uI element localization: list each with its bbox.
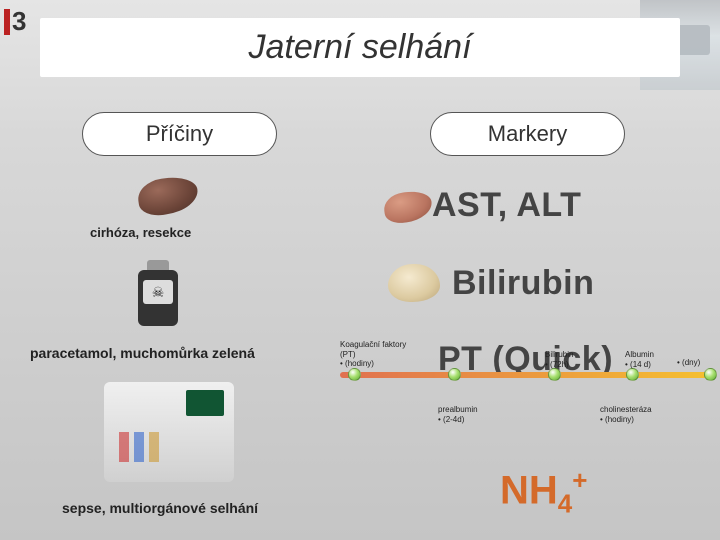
title-bar: Jaterní selhání	[40, 18, 680, 77]
tl-days: • (dny)	[677, 358, 700, 368]
timeline-dot	[626, 368, 639, 381]
cause-sepsis: sepse, multiorgánové selhání	[62, 500, 258, 516]
protein-timeline	[340, 372, 710, 378]
tl-prealbumin: prealbumin • (2-4d)	[438, 405, 478, 426]
section-markers: Markery	[430, 112, 625, 156]
cause-paracetamol: paracetamol, muchomůrka zelená	[30, 345, 255, 361]
tl-albumin: Albumin • (14 d)	[625, 350, 654, 369]
marker-bilirubin: Bilirubin	[452, 264, 594, 303]
marker-nh4: NH4+	[500, 465, 587, 519]
poison-bottle-icon: ☠	[138, 260, 178, 328]
timeline-dot	[704, 368, 717, 381]
section-causes: Příčiny	[82, 112, 277, 156]
brand-logo: 3	[4, 6, 26, 37]
gallbladder-icon	[388, 264, 440, 302]
icu-bed-icon	[104, 382, 234, 482]
tl-coag: Koagulační faktory (PT) • (hodiny)	[340, 340, 406, 369]
marker-ast-alt: AST, ALT	[432, 186, 581, 225]
timeline-dot	[448, 368, 461, 381]
tl-bili: Bilirubin • (72h)	[545, 350, 573, 369]
slide-title: Jaterní selhání	[60, 28, 660, 67]
tl-cholinesterase: cholinesteráza • (hodiny)	[600, 405, 652, 426]
timeline-dot	[348, 368, 361, 381]
cause-cirrhosis: cirhóza, resekce	[90, 225, 191, 240]
timeline-dot	[548, 368, 561, 381]
